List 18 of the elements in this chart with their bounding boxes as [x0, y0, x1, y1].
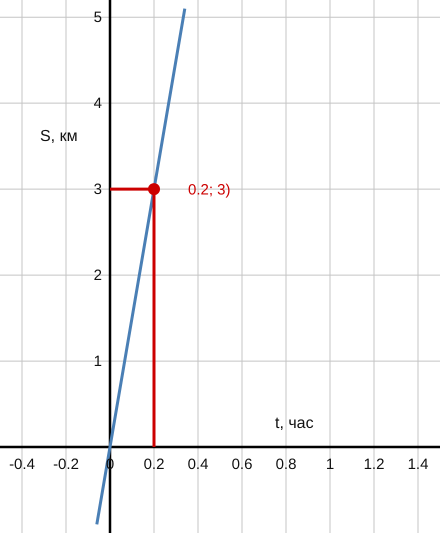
x-tick-label: 0.6 — [232, 456, 252, 474]
x-tick-label: 1.4 — [408, 456, 428, 474]
x-tick-label: -0.2 — [53, 456, 79, 474]
annotation: 0.2; 3) — [188, 181, 231, 198]
x-axis-title: t, час — [275, 415, 314, 434]
y-axis-title: S, км — [40, 128, 78, 146]
x-tick-label: 0.2 — [144, 456, 164, 474]
y-tick-label: 4 — [94, 95, 102, 112]
y-tick-label: 2 — [94, 267, 102, 284]
y-tick-label: 5 — [94, 9, 102, 26]
x-tick-label: 1 — [326, 456, 334, 474]
y-tick-label: 1 — [94, 353, 102, 370]
y-tick-label: 3 — [94, 181, 102, 198]
x-tick-label: -0.4 — [9, 456, 35, 474]
x-tick-label: 0.8 — [276, 456, 296, 474]
x-tick-label: 1.2 — [364, 456, 384, 474]
x-tick-label: 0.4 — [188, 456, 208, 474]
x-tick-label: 0 — [106, 456, 114, 474]
